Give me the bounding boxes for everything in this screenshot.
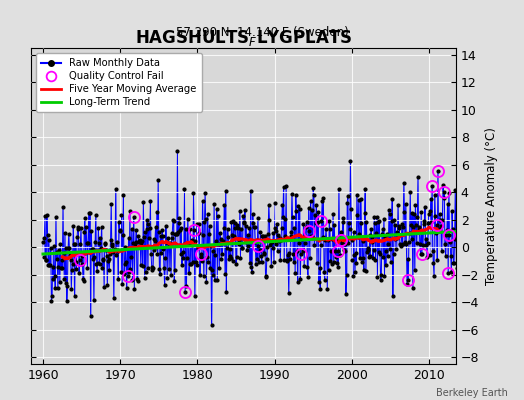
Y-axis label: Temperature Anomaly (°C): Temperature Anomaly (°C) (485, 127, 498, 285)
Text: 57.290 N, 14.140 E (Sweden): 57.290 N, 14.140 E (Sweden) (176, 26, 348, 39)
Legend: Raw Monthly Data, Quality Control Fail, Five Year Moving Average, Long-Term Tren: Raw Monthly Data, Quality Control Fail, … (37, 53, 202, 112)
Title: HAGSHULTS$_F$LYGPLATS: HAGSHULTS$_F$LYGPLATS (135, 28, 352, 48)
Text: Berkeley Earth: Berkeley Earth (436, 388, 508, 398)
